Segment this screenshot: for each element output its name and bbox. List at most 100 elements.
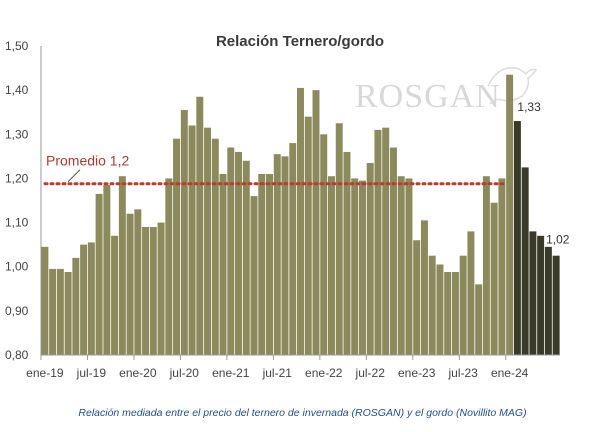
- bar: [351, 178, 359, 355]
- y-tick-label: 1,40: [5, 83, 29, 97]
- bar: [451, 272, 459, 355]
- y-tick-label: 1,10: [5, 216, 29, 230]
- y-tick-label: 1,30: [5, 127, 29, 141]
- bar: [87, 242, 95, 355]
- bar: [242, 160, 250, 355]
- bar: [312, 90, 320, 355]
- bar: [41, 246, 49, 355]
- bar: [227, 147, 235, 355]
- bar: [405, 178, 413, 355]
- bar: [95, 193, 103, 355]
- bar: [111, 235, 119, 355]
- bar: [281, 156, 289, 355]
- bar: [173, 138, 181, 355]
- bar: [273, 154, 281, 355]
- bar: [529, 231, 537, 355]
- bar: [157, 222, 165, 355]
- bar: [513, 121, 521, 355]
- bar: [428, 255, 436, 355]
- bar: [219, 174, 227, 355]
- y-tick-label: 1,50: [5, 39, 29, 53]
- bar: [328, 176, 335, 355]
- bar: [444, 272, 452, 355]
- y-axis: 0,80 0,90 1,00 1,10 1,20 1,30 1,40 1,50: [5, 39, 42, 362]
- bar: [382, 127, 390, 355]
- bar: [459, 255, 467, 355]
- bar-series: [41, 74, 560, 356]
- bar: [366, 162, 374, 355]
- bar: [521, 167, 529, 355]
- bar: [149, 226, 157, 355]
- bar: [482, 176, 490, 355]
- bar: [374, 129, 382, 355]
- average-line-group: Promedio 1,2: [43, 153, 508, 186]
- rosgan-watermark-logo: ROSGAN: [355, 66, 538, 115]
- bar: [64, 272, 72, 355]
- bar: [80, 244, 88, 355]
- x-tick-label: jul-21: [262, 366, 293, 380]
- bar: [420, 220, 428, 355]
- bar: [180, 110, 188, 355]
- bar: [103, 185, 111, 355]
- average-label: Promedio 1,2: [46, 153, 129, 169]
- bar: [134, 209, 142, 355]
- cow-icon: [487, 66, 538, 105]
- bar: [289, 143, 297, 355]
- bar: [297, 87, 304, 355]
- bar: [320, 134, 328, 355]
- bar: [358, 180, 366, 355]
- bar: [72, 257, 80, 355]
- y-tick-label: 0,80: [5, 348, 29, 362]
- bar: [544, 246, 552, 355]
- bar: [258, 174, 266, 355]
- chart-title: Relación Ternero/gordo: [216, 33, 384, 50]
- data-label: 1,33: [517, 100, 541, 114]
- bar: [475, 284, 483, 355]
- bar: [490, 202, 498, 355]
- bar: [118, 176, 126, 355]
- x-tick-label: ene-20: [119, 366, 157, 380]
- bar: [304, 116, 312, 355]
- x-tick-label: ene-23: [398, 366, 436, 380]
- bar: [196, 96, 204, 355]
- bar: [142, 226, 150, 355]
- y-tick-label: 1,20: [5, 171, 29, 185]
- bar: [498, 178, 506, 355]
- x-tick-label: ene-21: [212, 366, 250, 380]
- chart-caption: Relación mediada entre el precio del ter…: [78, 407, 527, 419]
- bar: [413, 240, 421, 355]
- x-tick-label: jul-20: [169, 366, 200, 380]
- x-axis: ene-19 jul-19 ene-20 jul-20 ene-21 jul-21 ene-…: [26, 354, 560, 380]
- bar: [506, 74, 514, 355]
- bar: [204, 127, 212, 355]
- average-label-pointer: [67, 169, 81, 183]
- bar: [49, 268, 57, 355]
- watermark-text: ROSGAN: [355, 78, 501, 115]
- bar: [436, 264, 444, 355]
- chart: ROSGAN Relación Ternero/gordo 0,80 0,90 1,…: [5, 33, 570, 380]
- y-tick-label: 0,90: [5, 304, 29, 318]
- x-tick-label: ene-19: [26, 366, 64, 380]
- x-tick-label: ene-24: [491, 366, 529, 380]
- x-tick-label: jul-19: [76, 366, 107, 380]
- data-label: 1,02: [546, 233, 570, 247]
- x-tick-label: ene-22: [305, 366, 343, 380]
- bar: [397, 176, 405, 355]
- bar: [335, 123, 343, 355]
- data-labels: 1,33 1,02: [517, 100, 569, 247]
- bar: [56, 268, 64, 355]
- bar: [343, 151, 351, 355]
- bar: [250, 196, 258, 355]
- bar: [188, 125, 196, 356]
- bar: [266, 174, 273, 355]
- bar: [552, 255, 560, 355]
- y-tick-label: 1,00: [5, 260, 29, 274]
- bar: [126, 213, 134, 355]
- x-tick-label: jul-23: [447, 366, 478, 380]
- bar: [537, 235, 545, 355]
- bar: [165, 178, 173, 355]
- bar: [235, 151, 243, 355]
- bar: [467, 231, 475, 355]
- bar: [211, 138, 219, 355]
- x-tick-label: jul-22: [355, 366, 386, 380]
